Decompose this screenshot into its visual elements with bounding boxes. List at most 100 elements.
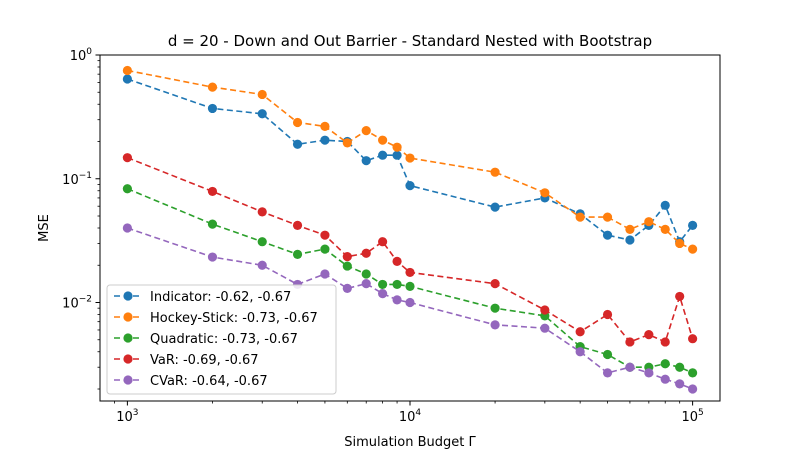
x-tick-exponent: 5: [698, 408, 704, 418]
data-point: [342, 251, 352, 262]
data-point: [378, 135, 388, 145]
data-point: [625, 337, 635, 347]
data-point: [122, 153, 132, 163]
legend-marker: [123, 333, 133, 343]
data-point: [122, 65, 132, 76]
data-point: [602, 349, 613, 360]
data-point: [405, 153, 415, 163]
data-point: [660, 359, 670, 369]
data-point: [257, 89, 267, 100]
data-point: [688, 244, 698, 254]
data-point: [257, 237, 267, 247]
data-point: [675, 238, 685, 249]
data-point: [292, 139, 303, 149]
data-point: [292, 220, 303, 230]
series-3: [122, 153, 698, 347]
data-point: [660, 200, 670, 210]
legend-item-3: VaR: -0.69, -0.67: [114, 353, 259, 368]
data-point: [660, 224, 670, 234]
x-tick-base: 10: [399, 410, 416, 425]
data-point: [342, 261, 352, 271]
x-tick-exponent: 4: [415, 408, 421, 418]
data-point: [342, 283, 352, 294]
data-point: [540, 323, 550, 333]
y-tick-exponent: −1: [79, 171, 92, 181]
data-point: [602, 212, 613, 222]
data-point: [405, 267, 415, 278]
legend-label: Indicator: -0.62, -0.67: [150, 290, 291, 305]
x-tick-base: 10: [681, 410, 698, 425]
data-point: [361, 269, 371, 279]
data-point: [361, 248, 371, 258]
data-point: [405, 281, 415, 291]
data-point: [392, 279, 402, 290]
data-point: [602, 368, 613, 378]
x-tick-label: 104: [399, 408, 422, 425]
legend-item-2: Quadratic: -0.73, -0.67: [114, 332, 298, 347]
data-point: [405, 297, 415, 308]
x-tick-label: 105: [681, 408, 703, 425]
data-point: [361, 156, 371, 166]
data-point: [675, 362, 685, 372]
data-point: [644, 217, 654, 227]
data-point: [644, 368, 654, 378]
legend: Indicator: -0.62, -0.67 Hockey-Stick: -0.…: [106, 284, 337, 395]
data-point: [257, 109, 267, 119]
data-point: [490, 167, 500, 177]
data-point: [122, 223, 132, 233]
data-point: [378, 289, 388, 299]
y-tick-exponent: −2: [79, 295, 92, 305]
data-point: [540, 305, 550, 315]
series-1: [122, 65, 698, 254]
legend-label: Quadratic: -0.73, -0.67: [150, 332, 298, 347]
data-point: [257, 207, 267, 217]
data-point: [392, 256, 402, 266]
legend-box: [106, 284, 337, 395]
data-point: [392, 142, 402, 152]
x-tick-label: 103: [116, 408, 138, 425]
y-tick-label: 10−2: [62, 295, 92, 312]
data-point: [540, 188, 550, 198]
data-point: [625, 224, 635, 234]
y-tick-base: 10: [62, 173, 79, 188]
data-point: [392, 295, 402, 305]
y-axis-label: MSE: [37, 214, 52, 242]
data-point: [625, 362, 635, 372]
y-tick-base: 10: [70, 49, 87, 64]
data-point: [675, 379, 685, 389]
x-axis-label: Simulation Budget Γ: [344, 435, 476, 450]
legend-label: Hockey-Stick: -0.73, -0.67: [150, 311, 318, 326]
y-tick-label: 10−1: [62, 171, 92, 188]
legend-label: VaR: -0.69, -0.67: [150, 353, 259, 368]
data-point: [361, 279, 371, 289]
data-point: [207, 252, 218, 262]
data-point: [602, 230, 613, 240]
data-point: [207, 103, 218, 114]
y-tick-label: 100: [70, 47, 93, 64]
legend-marker: [123, 354, 133, 364]
data-point: [660, 337, 670, 347]
data-point: [575, 347, 585, 357]
data-point: [644, 330, 654, 340]
data-point: [378, 150, 388, 160]
legend-label: CVaR: -0.64, -0.67: [150, 374, 268, 389]
data-point: [320, 244, 330, 254]
data-point: [490, 303, 500, 313]
data-point: [490, 202, 500, 212]
data-point: [660, 374, 670, 384]
legend-item-4: CVaR: -0.64, -0.67: [114, 374, 268, 389]
data-point: [292, 117, 303, 128]
chart-title: d = 20 - Down and Out Barrier - Standard…: [168, 32, 652, 50]
legend-item-1: Hockey-Stick: -0.73, -0.67: [114, 311, 318, 326]
data-point: [688, 220, 698, 230]
data-point: [207, 82, 218, 92]
x-tick-exponent: 3: [133, 408, 139, 418]
data-point: [675, 291, 685, 302]
data-point: [320, 135, 330, 145]
data-point: [207, 219, 218, 229]
x-tick-base: 10: [116, 410, 133, 425]
series-2: [122, 184, 698, 378]
data-point: [405, 181, 415, 191]
data-point: [575, 212, 585, 222]
data-point: [688, 334, 698, 344]
